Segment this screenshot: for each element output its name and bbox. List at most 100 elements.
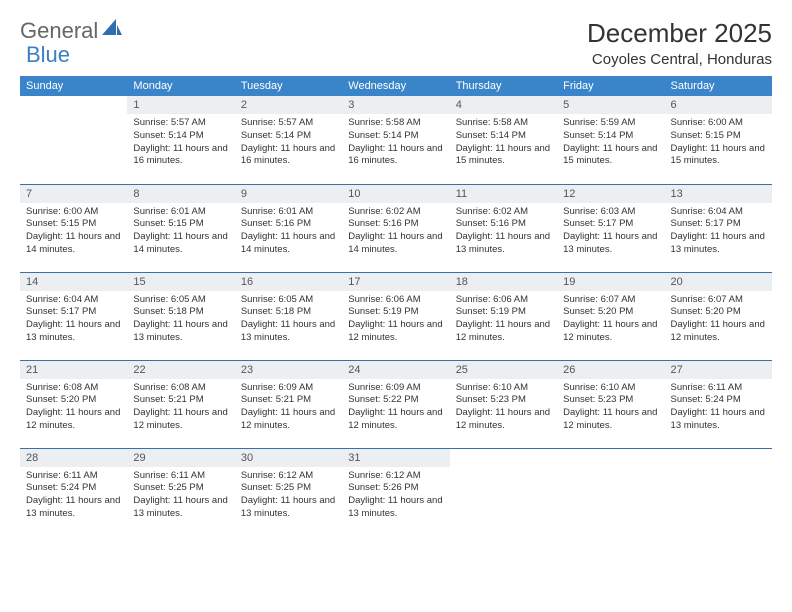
day-cell: 23Sunrise: 6:09 AMSunset: 5:21 PMDayligh… [235, 360, 342, 448]
day-number: 27 [665, 361, 772, 379]
day-header: Wednesday [342, 76, 449, 96]
day-details: Sunrise: 6:11 AMSunset: 5:24 PMDaylight:… [665, 379, 772, 439]
week-row: 1Sunrise: 5:57 AMSunset: 5:14 PMDaylight… [20, 96, 772, 184]
day-cell: 9Sunrise: 6:01 AMSunset: 5:16 PMDaylight… [235, 184, 342, 272]
day-number: 6 [665, 96, 772, 114]
day-details: Sunrise: 6:02 AMSunset: 5:16 PMDaylight:… [342, 203, 449, 263]
calendar-body: 1Sunrise: 5:57 AMSunset: 5:14 PMDaylight… [20, 96, 772, 536]
day-cell: 15Sunrise: 6:05 AMSunset: 5:18 PMDayligh… [127, 272, 234, 360]
logo-sail-icon [102, 17, 122, 35]
day-details: Sunrise: 6:07 AMSunset: 5:20 PMDaylight:… [665, 291, 772, 351]
day-details: Sunrise: 5:58 AMSunset: 5:14 PMDaylight:… [450, 114, 557, 174]
day-number: 15 [127, 273, 234, 291]
day-number: 12 [557, 185, 664, 203]
day-number: 28 [20, 449, 127, 467]
day-cell: 4Sunrise: 5:58 AMSunset: 5:14 PMDaylight… [450, 96, 557, 184]
day-cell: 5Sunrise: 5:59 AMSunset: 5:14 PMDaylight… [557, 96, 664, 184]
week-row: 14Sunrise: 6:04 AMSunset: 5:17 PMDayligh… [20, 272, 772, 360]
day-cell: 10Sunrise: 6:02 AMSunset: 5:16 PMDayligh… [342, 184, 449, 272]
calendar-table: SundayMondayTuesdayWednesdayThursdayFrid… [20, 76, 772, 536]
week-row: 28Sunrise: 6:11 AMSunset: 5:24 PMDayligh… [20, 448, 772, 536]
day-details: Sunrise: 6:11 AMSunset: 5:24 PMDaylight:… [20, 467, 127, 527]
day-details: Sunrise: 6:09 AMSunset: 5:22 PMDaylight:… [342, 379, 449, 439]
day-header: Monday [127, 76, 234, 96]
day-cell [557, 448, 664, 536]
day-number: 26 [557, 361, 664, 379]
day-number: 21 [20, 361, 127, 379]
day-details: Sunrise: 6:11 AMSunset: 5:25 PMDaylight:… [127, 467, 234, 527]
day-cell: 19Sunrise: 6:07 AMSunset: 5:20 PMDayligh… [557, 272, 664, 360]
week-row: 7Sunrise: 6:00 AMSunset: 5:15 PMDaylight… [20, 184, 772, 272]
day-cell: 27Sunrise: 6:11 AMSunset: 5:24 PMDayligh… [665, 360, 772, 448]
day-cell: 8Sunrise: 6:01 AMSunset: 5:15 PMDaylight… [127, 184, 234, 272]
day-number: 25 [450, 361, 557, 379]
day-cell: 11Sunrise: 6:02 AMSunset: 5:16 PMDayligh… [450, 184, 557, 272]
day-details: Sunrise: 6:00 AMSunset: 5:15 PMDaylight:… [20, 203, 127, 263]
day-details: Sunrise: 6:04 AMSunset: 5:17 PMDaylight:… [20, 291, 127, 351]
day-number: 9 [235, 185, 342, 203]
day-cell: 13Sunrise: 6:04 AMSunset: 5:17 PMDayligh… [665, 184, 772, 272]
day-number: 31 [342, 449, 449, 467]
day-details: Sunrise: 6:10 AMSunset: 5:23 PMDaylight:… [450, 379, 557, 439]
day-details: Sunrise: 6:01 AMSunset: 5:16 PMDaylight:… [235, 203, 342, 263]
day-number: 17 [342, 273, 449, 291]
day-number: 13 [665, 185, 772, 203]
day-details: Sunrise: 6:08 AMSunset: 5:20 PMDaylight:… [20, 379, 127, 439]
day-details: Sunrise: 6:08 AMSunset: 5:21 PMDaylight:… [127, 379, 234, 439]
day-number: 11 [450, 185, 557, 203]
day-details: Sunrise: 6:01 AMSunset: 5:15 PMDaylight:… [127, 203, 234, 263]
day-cell [20, 96, 127, 184]
day-cell: 1Sunrise: 5:57 AMSunset: 5:14 PMDaylight… [127, 96, 234, 184]
day-cell: 16Sunrise: 6:05 AMSunset: 5:18 PMDayligh… [235, 272, 342, 360]
day-number: 23 [235, 361, 342, 379]
day-details: Sunrise: 6:10 AMSunset: 5:23 PMDaylight:… [557, 379, 664, 439]
day-cell: 7Sunrise: 6:00 AMSunset: 5:15 PMDaylight… [20, 184, 127, 272]
day-number: 24 [342, 361, 449, 379]
day-header: Thursday [450, 76, 557, 96]
day-details: Sunrise: 6:06 AMSunset: 5:19 PMDaylight:… [450, 291, 557, 351]
day-number: 5 [557, 96, 664, 114]
day-cell: 20Sunrise: 6:07 AMSunset: 5:20 PMDayligh… [665, 272, 772, 360]
day-number: 20 [665, 273, 772, 291]
day-number: 7 [20, 185, 127, 203]
day-number: 30 [235, 449, 342, 467]
day-cell: 25Sunrise: 6:10 AMSunset: 5:23 PMDayligh… [450, 360, 557, 448]
month-title: December 2025 [587, 18, 772, 49]
title-block: December 2025 Coyoles Central, Honduras [587, 18, 772, 68]
day-details: Sunrise: 6:00 AMSunset: 5:15 PMDaylight:… [665, 114, 772, 174]
day-number: 18 [450, 273, 557, 291]
header: General December 2025 Coyoles Central, H… [20, 18, 772, 68]
day-number: 8 [127, 185, 234, 203]
day-header: Friday [557, 76, 664, 96]
day-cell: 22Sunrise: 6:08 AMSunset: 5:21 PMDayligh… [127, 360, 234, 448]
day-number: 1 [127, 96, 234, 114]
day-details: Sunrise: 6:05 AMSunset: 5:18 PMDaylight:… [127, 291, 234, 351]
day-cell: 2Sunrise: 5:57 AMSunset: 5:14 PMDaylight… [235, 96, 342, 184]
day-number: 29 [127, 449, 234, 467]
day-header: Saturday [665, 76, 772, 96]
day-details: Sunrise: 6:09 AMSunset: 5:21 PMDaylight:… [235, 379, 342, 439]
day-details: Sunrise: 6:07 AMSunset: 5:20 PMDaylight:… [557, 291, 664, 351]
day-cell: 31Sunrise: 6:12 AMSunset: 5:26 PMDayligh… [342, 448, 449, 536]
day-cell: 18Sunrise: 6:06 AMSunset: 5:19 PMDayligh… [450, 272, 557, 360]
day-details: Sunrise: 6:06 AMSunset: 5:19 PMDaylight:… [342, 291, 449, 351]
location: Coyoles Central, Honduras [587, 51, 772, 68]
day-details: Sunrise: 6:04 AMSunset: 5:17 PMDaylight:… [665, 203, 772, 263]
logo: General [20, 18, 124, 44]
day-cell: 24Sunrise: 6:09 AMSunset: 5:22 PMDayligh… [342, 360, 449, 448]
day-cell: 30Sunrise: 6:12 AMSunset: 5:25 PMDayligh… [235, 448, 342, 536]
day-cell: 28Sunrise: 6:11 AMSunset: 5:24 PMDayligh… [20, 448, 127, 536]
day-details: Sunrise: 5:58 AMSunset: 5:14 PMDaylight:… [342, 114, 449, 174]
logo-text-2: Blue [26, 42, 70, 68]
day-details: Sunrise: 5:59 AMSunset: 5:14 PMDaylight:… [557, 114, 664, 174]
day-details: Sunrise: 5:57 AMSunset: 5:14 PMDaylight:… [235, 114, 342, 174]
logo-text-1: General [20, 18, 98, 44]
day-cell [450, 448, 557, 536]
day-details: Sunrise: 6:12 AMSunset: 5:25 PMDaylight:… [235, 467, 342, 527]
day-number: 10 [342, 185, 449, 203]
day-cell: 14Sunrise: 6:04 AMSunset: 5:17 PMDayligh… [20, 272, 127, 360]
day-number: 22 [127, 361, 234, 379]
day-cell: 17Sunrise: 6:06 AMSunset: 5:19 PMDayligh… [342, 272, 449, 360]
day-cell [665, 448, 772, 536]
day-cell: 6Sunrise: 6:00 AMSunset: 5:15 PMDaylight… [665, 96, 772, 184]
